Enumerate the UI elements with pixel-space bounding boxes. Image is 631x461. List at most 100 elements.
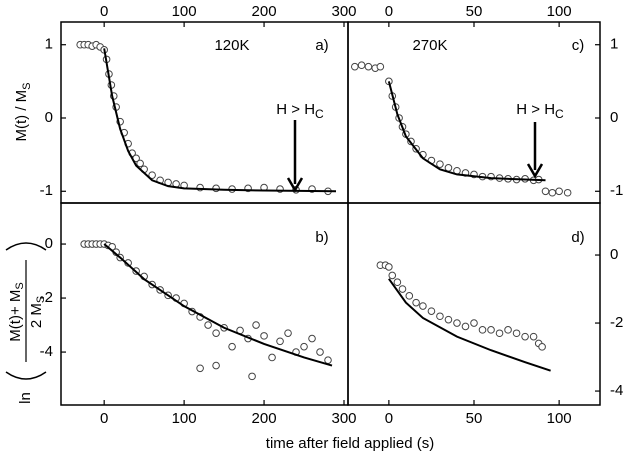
y-axis-label: M(t) / MS bbox=[13, 83, 33, 142]
fit-line bbox=[387, 81, 546, 182]
data-point bbox=[444, 315, 453, 324]
data-point bbox=[308, 334, 316, 343]
denominator-sub: S bbox=[35, 296, 47, 303]
x-tick-label: 300 bbox=[331, 3, 356, 20]
arrow-label-main: H > H bbox=[516, 101, 555, 118]
data-point bbox=[538, 343, 546, 351]
data-point bbox=[212, 184, 220, 193]
arrow-label-main: H > H bbox=[276, 101, 315, 118]
data-point bbox=[529, 332, 538, 341]
data-point bbox=[453, 319, 461, 327]
data-point bbox=[470, 319, 478, 327]
y-axis-label-main: M(t) / M bbox=[13, 90, 30, 142]
panel-tag: b) bbox=[315, 229, 328, 246]
arrow-label: H > HC bbox=[276, 101, 324, 121]
x-tick-label: 200 bbox=[252, 410, 277, 427]
paren-right bbox=[5, 242, 47, 251]
data-point bbox=[412, 298, 420, 307]
data-point bbox=[512, 329, 521, 338]
x-axis-label: time after field applied (s) bbox=[266, 435, 434, 452]
data-point bbox=[212, 361, 220, 370]
y-tick-label: 0 bbox=[45, 109, 53, 126]
y-axis-label-group: M(t) / MS bbox=[13, 83, 33, 142]
x-tick-label: 300 bbox=[331, 410, 356, 427]
temperature-label: 120K bbox=[214, 37, 249, 54]
data-point bbox=[541, 187, 550, 196]
data-point bbox=[228, 342, 236, 351]
y-tick-label: 0 bbox=[610, 109, 618, 126]
data-point bbox=[385, 263, 393, 271]
data-point bbox=[398, 285, 407, 293]
y-tick-label: -4 bbox=[610, 382, 623, 399]
y-axis-label-group: lnM(t)+ MS2 MS bbox=[5, 242, 47, 404]
x-tick-label: 200 bbox=[252, 3, 277, 20]
data-point bbox=[419, 302, 427, 310]
data-point bbox=[364, 62, 373, 71]
panel-tag: c) bbox=[572, 37, 585, 54]
y-tick-label: 1 bbox=[610, 36, 618, 53]
data-point bbox=[563, 188, 572, 197]
data-point bbox=[357, 61, 366, 70]
panel-tag: a) bbox=[315, 37, 328, 54]
y-tick-label: -1 bbox=[610, 182, 623, 199]
numerator-main: M(t)+ M bbox=[7, 290, 24, 342]
data-point bbox=[436, 160, 444, 168]
y-tick-label: -2 bbox=[40, 289, 53, 306]
data-point bbox=[461, 322, 470, 331]
data-point bbox=[136, 159, 144, 168]
x-tick-label: 100 bbox=[172, 410, 197, 427]
data-point bbox=[252, 321, 260, 329]
x-tick-label: 100 bbox=[172, 3, 197, 20]
panel-tag: d) bbox=[571, 229, 584, 246]
data-point bbox=[284, 329, 292, 337]
data-point bbox=[548, 188, 557, 197]
data-point bbox=[393, 278, 402, 287]
data-point bbox=[504, 326, 512, 334]
arrow-label: H > HC bbox=[516, 101, 564, 121]
data-point bbox=[268, 353, 276, 362]
y-axis-label-numerator: M(t)+ MS bbox=[7, 282, 26, 341]
data-point bbox=[260, 332, 268, 340]
data-point bbox=[248, 372, 256, 381]
plot-frame bbox=[347, 202, 601, 406]
x-tick-label: 0 bbox=[100, 410, 108, 427]
data-point bbox=[204, 321, 212, 329]
numerator-sub: S bbox=[14, 282, 26, 289]
data-point bbox=[300, 342, 308, 351]
data-point bbox=[405, 292, 414, 300]
y-tick-label: 1 bbox=[45, 36, 53, 53]
y-axis-label-denominator: 2 MS bbox=[28, 296, 47, 328]
data-point bbox=[212, 329, 220, 337]
data-point bbox=[376, 62, 385, 71]
data-point bbox=[495, 329, 504, 338]
y-axis-label-sub: S bbox=[21, 83, 33, 90]
y-tick-label: 0 bbox=[610, 246, 618, 263]
temperature-label: 270K bbox=[412, 37, 447, 54]
arrow-head bbox=[286, 177, 304, 193]
data-point bbox=[427, 307, 436, 315]
arrow-label-sub: C bbox=[555, 107, 564, 121]
data-point bbox=[196, 364, 204, 373]
data-point bbox=[436, 312, 444, 321]
data-point bbox=[316, 348, 324, 356]
data-point bbox=[388, 271, 397, 280]
fit-line bbox=[103, 243, 333, 367]
arrow-label-sub: C bbox=[315, 107, 324, 121]
y-axis-label-ln: ln bbox=[17, 392, 34, 404]
data-point bbox=[555, 187, 563, 196]
data-point bbox=[521, 332, 529, 341]
y-tick-label: -4 bbox=[40, 343, 53, 360]
x-tick-label: 0 bbox=[385, 410, 393, 427]
data-point bbox=[148, 171, 156, 179]
fit-line bbox=[103, 48, 337, 193]
x-tick-label: 100 bbox=[547, 3, 572, 20]
x-tick-label: 50 bbox=[466, 410, 483, 427]
data-point bbox=[487, 326, 495, 334]
plot-frame bbox=[60, 202, 349, 406]
x-tick-label: 50 bbox=[466, 3, 483, 20]
y-tick-label: -2 bbox=[610, 314, 623, 331]
x-tick-label: 0 bbox=[100, 3, 108, 20]
y-tick-label: 0 bbox=[45, 235, 53, 252]
y-tick-label: -1 bbox=[40, 182, 53, 199]
data-point bbox=[478, 326, 487, 334]
